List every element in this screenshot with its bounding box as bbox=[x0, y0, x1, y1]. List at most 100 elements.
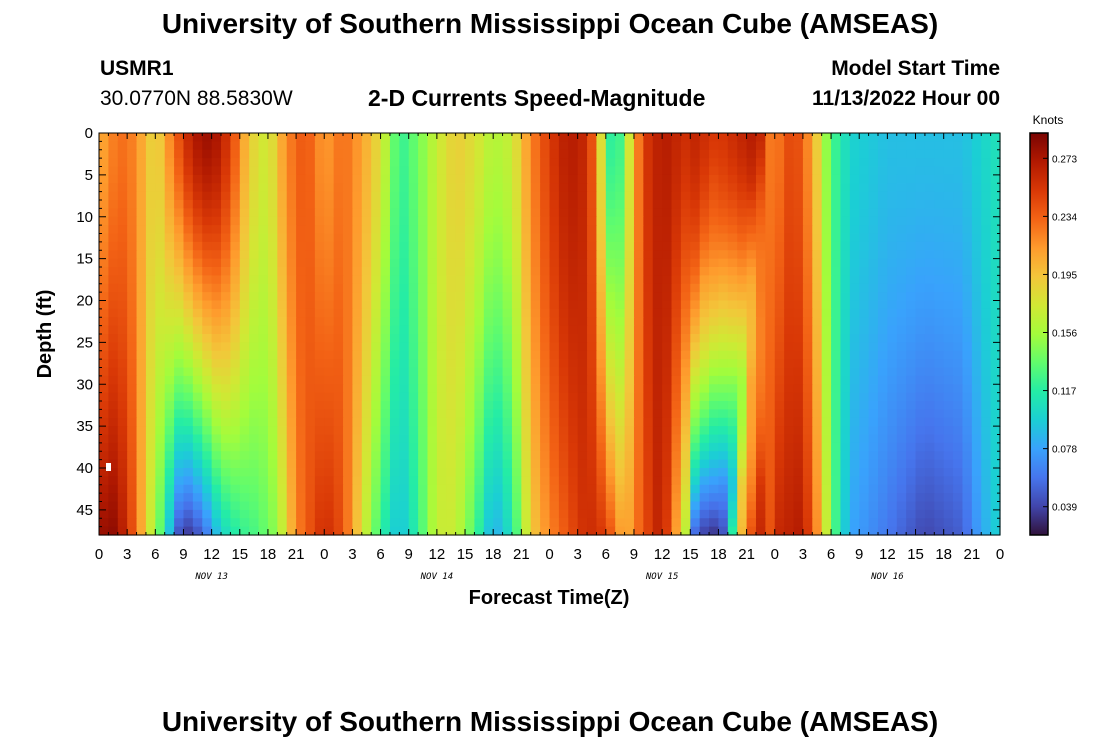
heatmap-cell bbox=[408, 208, 419, 218]
heatmap-cell bbox=[615, 158, 626, 168]
heatmap-cell bbox=[633, 275, 644, 285]
heatmap-cell bbox=[183, 292, 194, 302]
heatmap-cell bbox=[915, 325, 926, 335]
heatmap-cell bbox=[296, 451, 307, 461]
heatmap-cell bbox=[230, 267, 241, 276]
heatmap-cell bbox=[746, 191, 757, 201]
heatmap-cell bbox=[343, 292, 354, 302]
colorbar-tick-label: 0.039 bbox=[1052, 503, 1077, 514]
heatmap-cell bbox=[924, 476, 935, 486]
heatmap-cell bbox=[474, 518, 485, 528]
heatmap-cell bbox=[633, 342, 644, 352]
heatmap-cell bbox=[418, 233, 429, 243]
heatmap-cell bbox=[558, 158, 569, 168]
heatmap-cell bbox=[859, 283, 870, 293]
heatmap-cell bbox=[896, 208, 907, 218]
heatmap-cell bbox=[530, 367, 541, 377]
heatmap-cell bbox=[389, 384, 400, 394]
heatmap-cell bbox=[267, 451, 278, 461]
heatmap-cell bbox=[859, 468, 870, 477]
heatmap-cell bbox=[371, 216, 382, 226]
heatmap-cell bbox=[831, 216, 842, 226]
heatmap-cell bbox=[943, 233, 954, 243]
heatmap-cell bbox=[418, 401, 429, 410]
heatmap-cell bbox=[680, 225, 691, 235]
heatmap-cell bbox=[709, 250, 720, 260]
heatmap-cell bbox=[389, 258, 400, 268]
heatmap-cell bbox=[577, 283, 588, 293]
heatmap-cell bbox=[117, 401, 128, 410]
heatmap-cell bbox=[239, 267, 250, 276]
heatmap-cell bbox=[399, 476, 410, 486]
heatmap-cell bbox=[596, 426, 607, 436]
heatmap-cell bbox=[652, 518, 663, 528]
heatmap-cell bbox=[990, 518, 1001, 528]
heatmap-cell bbox=[671, 401, 682, 410]
heatmap-cell bbox=[361, 141, 372, 151]
heatmap-cell bbox=[924, 484, 935, 494]
heatmap-cell bbox=[906, 317, 917, 327]
heatmap-cell bbox=[671, 392, 682, 402]
heatmap-cell bbox=[577, 392, 588, 402]
heatmap-cell bbox=[249, 484, 260, 494]
heatmap-cell bbox=[615, 384, 626, 394]
heatmap-cell bbox=[953, 317, 964, 327]
model-start-label: Model Start Time bbox=[831, 57, 1000, 80]
heatmap-cell bbox=[568, 334, 579, 343]
heatmap-cell bbox=[465, 225, 476, 235]
heatmap-cell bbox=[859, 384, 870, 394]
heatmap-cell bbox=[286, 267, 297, 276]
heatmap-cell bbox=[737, 267, 748, 276]
heatmap-cell bbox=[530, 241, 541, 251]
heatmap-cell bbox=[164, 484, 175, 494]
heatmap-cell bbox=[877, 325, 888, 335]
heatmap-cell bbox=[709, 526, 720, 536]
heatmap-cell bbox=[962, 166, 973, 176]
heatmap-cell bbox=[812, 208, 823, 218]
heatmap-cell bbox=[690, 141, 701, 151]
heatmap-cell bbox=[314, 225, 325, 235]
heatmap-cell bbox=[896, 367, 907, 377]
heatmap-cell bbox=[859, 166, 870, 176]
heatmap-cell bbox=[981, 526, 992, 536]
heatmap-cell bbox=[718, 233, 729, 243]
heatmap-cell bbox=[596, 401, 607, 410]
heatmap-cell bbox=[155, 233, 166, 243]
heatmap-cell bbox=[568, 434, 579, 444]
heatmap-cell bbox=[483, 166, 494, 176]
heatmap-cell bbox=[127, 133, 138, 142]
heatmap-cell bbox=[343, 308, 354, 318]
heatmap-cell bbox=[258, 518, 269, 528]
heatmap-cell bbox=[699, 141, 710, 151]
heatmap-cell bbox=[577, 476, 588, 486]
heatmap-cell bbox=[221, 375, 231, 385]
heatmap-cell bbox=[784, 484, 795, 494]
heatmap-cell bbox=[755, 359, 766, 369]
heatmap-cell bbox=[511, 442, 522, 452]
heatmap-cell bbox=[314, 292, 325, 302]
heatmap-cell bbox=[671, 325, 682, 335]
heatmap-cell bbox=[145, 476, 156, 486]
heatmap-cell bbox=[230, 476, 241, 486]
heatmap-cell bbox=[511, 241, 522, 251]
heatmap-cell bbox=[699, 283, 710, 293]
heatmap-cell bbox=[436, 225, 447, 235]
heatmap-cell bbox=[802, 191, 813, 201]
heatmap-cell bbox=[305, 317, 316, 327]
heatmap-cell bbox=[408, 476, 419, 486]
heatmap-cell bbox=[849, 308, 860, 318]
heatmap-cell bbox=[483, 509, 494, 519]
heatmap-cell bbox=[136, 367, 147, 377]
heatmap-cell bbox=[624, 166, 635, 176]
heatmap-cell bbox=[859, 409, 870, 419]
heatmap-cell bbox=[408, 216, 419, 226]
heatmap-cell bbox=[305, 216, 316, 226]
heatmap-cell bbox=[643, 200, 654, 209]
heatmap-cell bbox=[633, 459, 644, 469]
heatmap-cell bbox=[465, 233, 476, 243]
heatmap-cell bbox=[540, 484, 551, 494]
heatmap-cell bbox=[305, 325, 316, 335]
heatmap-cell bbox=[615, 409, 626, 419]
heatmap-cell bbox=[465, 216, 476, 226]
heatmap-cell bbox=[136, 292, 147, 302]
